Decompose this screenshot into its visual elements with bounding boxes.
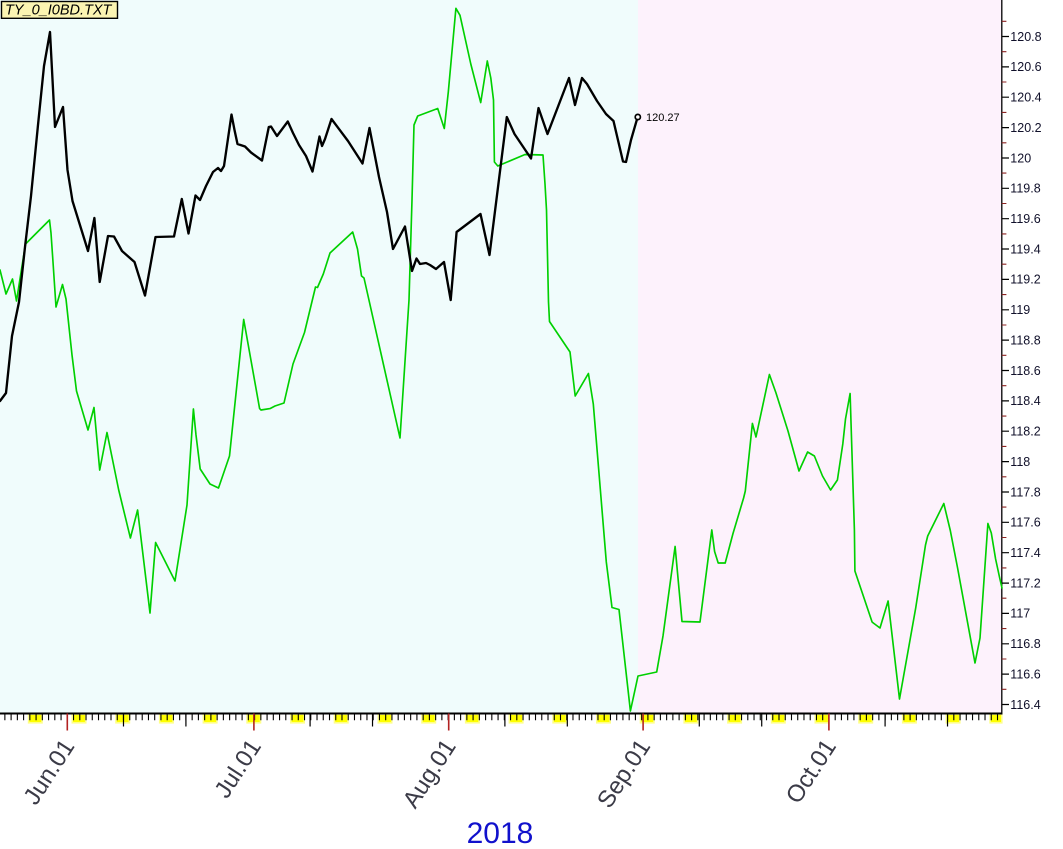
svg-text:119.6: 119.6 (1010, 212, 1040, 226)
svg-text:118: 118 (1010, 455, 1030, 469)
svg-text:120.2: 120.2 (1010, 121, 1041, 135)
svg-text:120.6: 120.6 (1010, 60, 1041, 74)
svg-text:120.8: 120.8 (1010, 30, 1041, 44)
svg-text:118.2: 118.2 (1010, 425, 1040, 439)
svg-text:119.4: 119.4 (1010, 242, 1040, 256)
svg-text:2018: 2018 (467, 817, 534, 849)
svg-text:118.6: 118.6 (1010, 364, 1040, 378)
svg-text:116.4: 116.4 (1010, 698, 1040, 712)
svg-text:117.8: 117.8 (1010, 485, 1040, 499)
svg-text:120.27: 120.27 (646, 112, 680, 124)
svg-text:119: 119 (1010, 303, 1030, 317)
svg-text:116.6: 116.6 (1010, 667, 1040, 681)
svg-text:120.4: 120.4 (1010, 91, 1041, 105)
svg-text:117.4: 117.4 (1010, 546, 1040, 560)
svg-text:116.8: 116.8 (1010, 637, 1040, 651)
svg-text:118.4: 118.4 (1010, 394, 1040, 408)
svg-text:118.8: 118.8 (1010, 333, 1040, 347)
svg-text:119.2: 119.2 (1010, 273, 1040, 287)
svg-text:117.2: 117.2 (1010, 576, 1040, 590)
svg-text:117.6: 117.6 (1010, 516, 1040, 530)
svg-text:117: 117 (1010, 607, 1030, 621)
svg-text:119.8: 119.8 (1010, 182, 1040, 196)
svg-text:120: 120 (1010, 151, 1031, 165)
svg-text:TY_0_I0BD.TXT: TY_0_I0BD.TXT (5, 3, 113, 19)
